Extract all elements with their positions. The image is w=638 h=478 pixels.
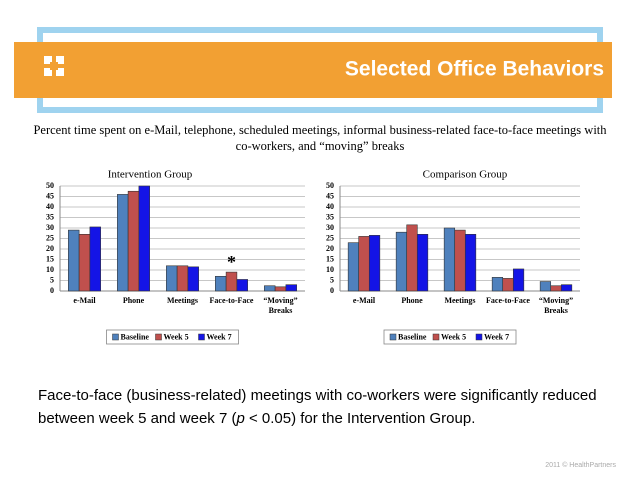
legend-swatch xyxy=(475,333,483,341)
bar xyxy=(78,234,91,292)
y-tick-label: 10 xyxy=(326,265,334,274)
x-tick-label: e-Mail xyxy=(352,296,376,305)
x-tick-label: Phone xyxy=(122,296,145,305)
legend-label: Week 7 xyxy=(484,332,509,341)
y-tick-label: 0 xyxy=(50,286,54,295)
y-tick-label: 35 xyxy=(46,212,54,221)
bar xyxy=(512,268,525,292)
x-tick-label: e-Mail xyxy=(73,296,96,305)
bar xyxy=(68,229,80,292)
bar xyxy=(358,236,370,292)
legend-swatch xyxy=(389,333,397,341)
bar xyxy=(539,281,552,292)
bar xyxy=(368,235,381,292)
legend-swatch xyxy=(155,333,162,341)
bar xyxy=(236,279,248,292)
bar xyxy=(550,285,562,292)
x-tick-label: Meetings xyxy=(166,296,199,305)
legend-label: Week 5 xyxy=(164,332,189,341)
legend-swatch xyxy=(432,333,440,341)
legend-swatch xyxy=(112,333,119,341)
x-tick-label: Meetings xyxy=(444,296,476,305)
bar xyxy=(274,286,287,292)
y-tick-label: 50 xyxy=(326,181,334,190)
bar xyxy=(117,194,129,292)
slide-title: Selected Office Behaviors xyxy=(345,58,604,81)
bar xyxy=(176,265,189,292)
y-tick-label: 35 xyxy=(326,212,334,221)
x-tick-label: “Moving” Breaks xyxy=(263,296,298,315)
bar xyxy=(502,278,514,292)
y-tick-label: 15 xyxy=(46,254,54,263)
y-tick-label: 50 xyxy=(46,181,54,190)
chart-title: Comparison Group xyxy=(423,169,508,181)
bar xyxy=(560,284,573,292)
banner xyxy=(14,42,612,98)
bar xyxy=(406,224,418,292)
y-tick-label: 25 xyxy=(46,233,54,242)
y-tick-label: 20 xyxy=(326,244,334,253)
y-tick-label: 20 xyxy=(46,244,54,253)
x-tick-label: “Moving” Breaks xyxy=(538,296,574,315)
y-tick-label: 45 xyxy=(326,191,334,200)
bar xyxy=(464,234,477,292)
bar xyxy=(89,226,101,292)
finding-italic: p xyxy=(236,410,245,427)
finding: Face-to-face (business-related) meetings… xyxy=(38,384,608,430)
y-tick-label: 10 xyxy=(46,265,54,274)
bar xyxy=(187,266,199,292)
y-tick-label: 40 xyxy=(326,202,334,211)
legend-label: Baseline xyxy=(398,332,427,341)
legend-label: Week 7 xyxy=(207,332,232,341)
bar xyxy=(347,242,360,292)
legend-label: Baseline xyxy=(121,332,150,341)
bar xyxy=(285,284,297,292)
x-tick-label: Face-to-Face xyxy=(209,296,254,305)
bar xyxy=(166,265,178,292)
y-tick-label: 40 xyxy=(46,202,54,211)
y-tick-label: 5 xyxy=(50,275,54,284)
legend-swatch xyxy=(198,333,205,341)
logo xyxy=(44,56,64,76)
description: Percent time spent on e-Mail, telephone,… xyxy=(33,123,607,153)
y-tick-label: 0 xyxy=(330,286,334,295)
bar xyxy=(138,185,150,292)
annotation: * xyxy=(227,252,236,272)
bar xyxy=(225,271,238,292)
bar xyxy=(215,275,227,292)
y-tick-label: 30 xyxy=(46,223,54,232)
finding-text: < 0.05) for the Intervention Group. xyxy=(244,410,476,427)
y-tick-label: 15 xyxy=(326,254,334,263)
bar xyxy=(454,229,466,292)
y-tick-label: 30 xyxy=(326,223,334,232)
bar xyxy=(443,227,456,292)
bar xyxy=(491,277,504,292)
y-tick-label: 45 xyxy=(46,191,54,200)
x-tick-label: Face-to-Face xyxy=(486,296,530,305)
y-tick-label: 25 xyxy=(326,233,334,242)
x-tick-label: Phone xyxy=(401,296,423,305)
y-tick-label: 5 xyxy=(330,275,334,284)
bar xyxy=(127,190,140,292)
legend-box xyxy=(383,329,517,345)
legend-box xyxy=(106,329,239,345)
bar xyxy=(395,231,408,292)
bar xyxy=(416,234,429,292)
bar xyxy=(264,285,276,292)
finding-text: Face-to-face (business-related) meetings… xyxy=(38,387,597,427)
footer: 2011 © HealthPartners xyxy=(545,462,616,469)
legend-label: Week 5 xyxy=(441,332,466,341)
chart-title: Intervention Group xyxy=(108,169,193,181)
